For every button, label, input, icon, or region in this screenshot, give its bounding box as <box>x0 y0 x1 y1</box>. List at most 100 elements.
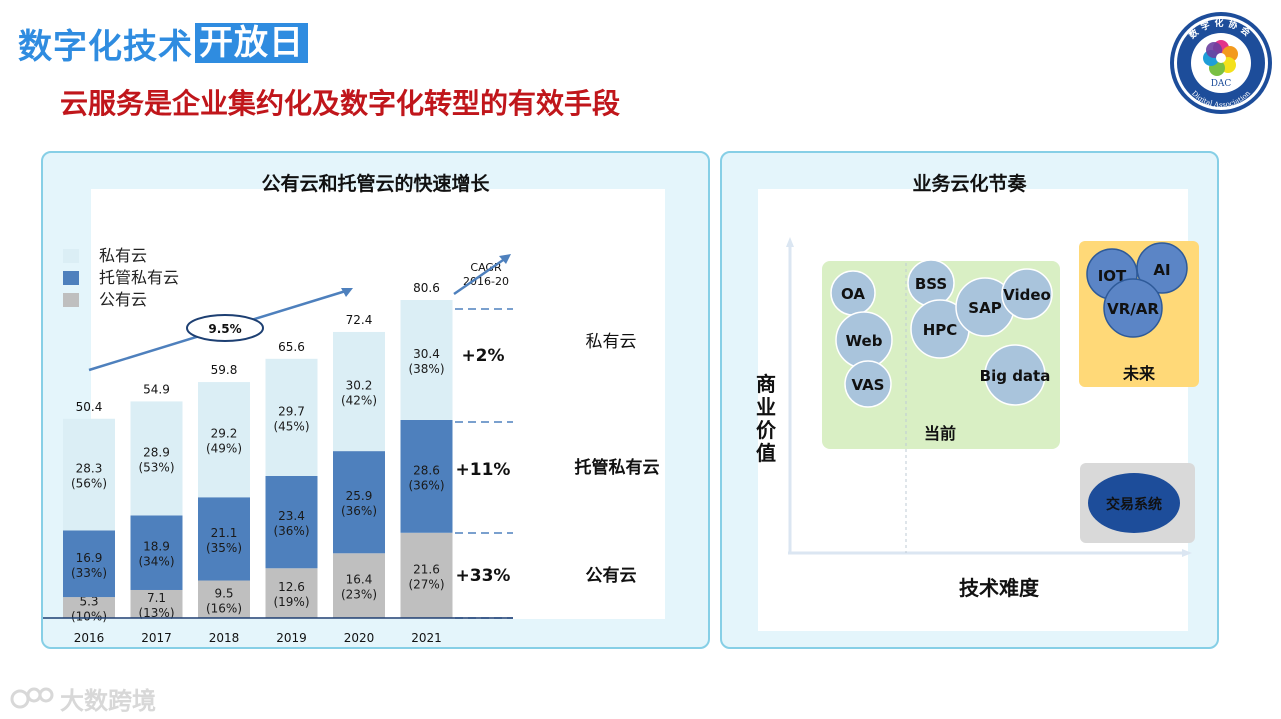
data-label-2020-0: 16.4 <box>346 573 373 587</box>
total-label-2017: 54.9 <box>143 382 170 396</box>
data-label-2018-2: 29.2 <box>211 427 238 441</box>
stacked-bar-chart: 私有云 托管私有云 公有云 9.5% CAGR 2016-20 5.3(10%)… <box>43 246 660 645</box>
bubble-vas: VAS <box>844 360 892 408</box>
x-tick-2020: 2020 <box>344 631 375 645</box>
data-label-2021-1: 28.6 <box>413 463 440 477</box>
svg-text:Big data: Big data <box>980 367 1051 385</box>
bubble-oa: OA <box>830 270 876 316</box>
data-label-2016-1: 16.9 <box>76 551 103 565</box>
bar-2016-series-1 <box>63 530 115 598</box>
total-label-2016: 50.4 <box>76 400 103 414</box>
share-label-2016-0: (10%) <box>71 610 107 624</box>
dac-logo: 数字化协会 Digital Association DAC <box>1170 12 1272 114</box>
bar-2020-series-0 <box>333 553 385 618</box>
share-label-2018-1: (35%) <box>206 541 242 555</box>
legend-swatch-private <box>63 249 79 263</box>
bubble-vr-ar: VR/AR <box>1103 278 1163 338</box>
bar-2016-series-2 <box>63 418 115 531</box>
brand-title: 数字化技术 开放日 <box>18 22 308 67</box>
data-label-2018-0: 9.5 <box>214 586 233 600</box>
share-label-2020-1: (36%) <box>341 504 377 518</box>
share-label-2017-1: (34%) <box>138 555 174 569</box>
share-label-2021-0: (27%) <box>408 577 444 591</box>
total-label-2020: 72.4 <box>346 313 373 327</box>
bar-2019-series-0 <box>265 568 318 618</box>
bar-2021-series-1 <box>400 419 453 533</box>
data-label-2019-2: 29.7 <box>278 404 305 418</box>
share-label-2019-2: (45%) <box>273 419 309 433</box>
legend-hosted: 托管私有云 <box>99 268 179 287</box>
right-panel: 业务云化节奏 当前 OA Web VAS BSS HPC SAP Video B… <box>720 151 1219 649</box>
segment-name-hosted: 托管私有云 <box>575 457 660 478</box>
left-panel-title: 公有云和托管云的快速增长 <box>261 173 490 195</box>
watermark-logo-icon <box>10 687 54 708</box>
bar-2019-series-2 <box>265 358 318 476</box>
svg-text:Web: Web <box>846 332 883 350</box>
share-label-2021-1: (36%) <box>408 478 444 492</box>
left-panel: 公有云和托管云的快速增长 私有云 托管私有云 公有云 9.5% CAGR 201… <box>41 151 710 649</box>
share-label-2020-2: (42%) <box>341 394 377 408</box>
bar-2020-series-2 <box>333 331 385 452</box>
share-label-2018-2: (49%) <box>206 442 242 456</box>
data-label-2021-0: 21.6 <box>413 562 440 576</box>
bubble-transaction: 交易系统 <box>1088 473 1180 533</box>
data-label-2019-1: 23.4 <box>278 509 305 523</box>
bar-2018-series-2 <box>198 382 250 498</box>
brand-title-part2: 开放日 <box>195 23 308 63</box>
legend-private: 私有云 <box>99 246 147 265</box>
svg-text:Video: Video <box>1003 286 1051 304</box>
svg-text:SAP: SAP <box>968 299 1001 317</box>
share-label-2016-1: (33%) <box>71 566 107 580</box>
share-label-2017-2: (53%) <box>138 460 174 474</box>
data-label-2016-2: 28.3 <box>76 462 103 476</box>
y-axis-arrow <box>786 237 794 247</box>
cagr-private: +2% <box>461 346 504 366</box>
bubble-big-data: Big data <box>980 344 1051 406</box>
total-label-2018: 59.8 <box>211 363 238 377</box>
svg-text:交易系统: 交易系统 <box>1106 496 1162 513</box>
share-label-2021-2: (38%) <box>408 362 444 376</box>
cagr-label-2: 2016-20 <box>463 275 509 288</box>
legend-swatch-hosted <box>63 271 79 285</box>
x-tick-2021: 2021 <box>411 631 442 645</box>
bubble-bss: BSS <box>907 259 955 307</box>
bar-2016-series-0 <box>63 597 115 618</box>
legend-swatch-public <box>63 293 79 307</box>
share-label-2020-0: (23%) <box>341 588 377 602</box>
brand-title-part1: 数字化技术 <box>18 26 193 67</box>
growth-ellipse <box>186 314 264 342</box>
bar-2021-series-0 <box>400 532 453 618</box>
bubble-web: Web <box>835 311 893 369</box>
cagr-public: +33% <box>456 566 511 586</box>
segment-name-private: 私有云 <box>586 332 637 352</box>
total-label-2019: 65.6 <box>278 340 305 354</box>
data-label-2020-2: 30.2 <box>346 379 373 393</box>
data-label-2021-2: 30.4 <box>413 347 440 361</box>
x-tick-2017: 2017 <box>141 631 172 645</box>
cagr-arrow <box>453 256 507 296</box>
svg-text:OA: OA <box>841 285 865 303</box>
cagr-label-1: CAGR <box>470 261 502 274</box>
future-label: 未来 <box>1122 364 1156 383</box>
x-tick-2016: 2016 <box>74 631 105 645</box>
slide-subtitle: 云服务是企业集约化及数字化转型的有效手段 <box>60 87 621 120</box>
data-label-2018-1: 21.1 <box>211 526 238 540</box>
x-tick-2019: 2019 <box>276 631 307 645</box>
watermark: 大数跨境 <box>10 681 156 716</box>
share-label-2017-0: (13%) <box>138 606 174 620</box>
x-axis-arrow <box>1182 549 1192 557</box>
total-label-2021: 80.6 <box>413 281 440 295</box>
cagr-hosted: +11% <box>456 460 511 480</box>
svg-text:VAS: VAS <box>851 376 884 394</box>
data-label-2019-0: 12.6 <box>278 580 305 594</box>
share-label-2019-0: (19%) <box>273 595 309 609</box>
data-label-2016-0: 5.3 <box>79 595 98 609</box>
logo-mid-text: DAC <box>1211 79 1232 89</box>
svg-text:HPC: HPC <box>923 321 958 339</box>
svg-text:VR/AR: VR/AR <box>1107 300 1159 318</box>
bubble-ai: AI <box>1136 242 1188 294</box>
share-label-2019-1: (36%) <box>273 524 309 538</box>
bar-2020-series-1 <box>333 451 385 554</box>
svg-text:IOT: IOT <box>1098 267 1127 285</box>
x-tick-2018: 2018 <box>209 631 240 645</box>
